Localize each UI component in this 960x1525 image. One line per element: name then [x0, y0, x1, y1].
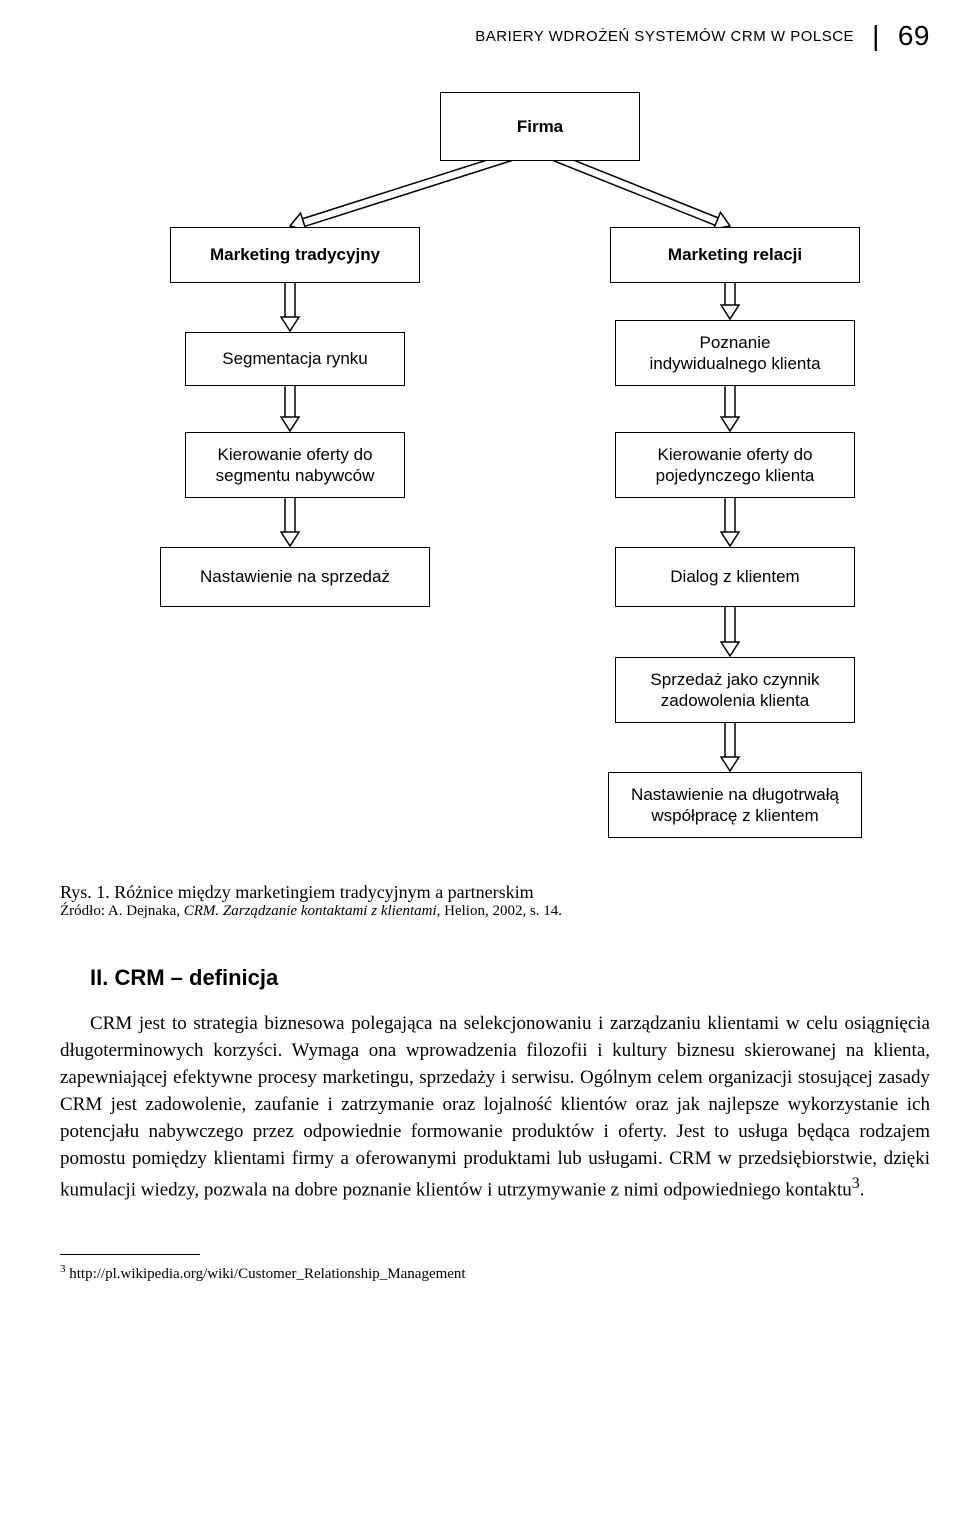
- header-divider: |: [872, 20, 880, 52]
- page-number: 69: [898, 20, 930, 52]
- flow-node-n11: Nastawienie na długotrwałąwspółpracę z k…: [608, 772, 862, 838]
- body-text-main: CRM jest to strategia biznesowa polegają…: [60, 1013, 930, 1200]
- running-header: BARIERY WDROŻEŃ SYSTEMÓW CRM W POLSCE | …: [60, 20, 930, 52]
- figure-caption: Rys. 1. Różnice między marketingiem trad…: [60, 882, 930, 920]
- caption-source-prefix: Źródło: A. Dejnaka,: [60, 903, 184, 919]
- body-text-end: .: [860, 1179, 865, 1200]
- flow-node-n5: Poznanieindywidualnego klienta: [615, 320, 855, 386]
- flow-node-n6: Kierowanie oferty dosegmentu nabywców: [185, 432, 405, 498]
- flow-node-n8: Nastawienie na sprzedaż: [160, 547, 430, 607]
- footnote-text: http://pl.wikipedia.org/wiki/Customer_Re…: [66, 1266, 466, 1282]
- body-paragraph: CRM jest to strategia biznesowa polegają…: [60, 1011, 930, 1204]
- footnote: 3 http://pl.wikipedia.org/wiki/Customer_…: [60, 1263, 930, 1283]
- footnote-rule: [60, 1254, 200, 1255]
- flow-node-n2: Marketing tradycyjny: [170, 227, 420, 283]
- footnote-ref: 3: [852, 1175, 860, 1192]
- caption-title: Rys. 1. Różnice między marketingiem trad…: [60, 882, 930, 903]
- flow-node-n7: Kierowanie oferty dopojedynczego klienta: [615, 432, 855, 498]
- section-heading: II. CRM – definicja: [90, 965, 930, 991]
- flow-node-n9: Dialog z klientem: [615, 547, 855, 607]
- flow-node-n3: Marketing relacji: [610, 227, 860, 283]
- running-title: BARIERY WDROŻEŃ SYSTEMÓW CRM W POLSCE: [475, 28, 854, 45]
- caption-source-italic: CRM. Zarządzanie kontaktami z klientami: [184, 903, 437, 919]
- caption-source-suffix: , Helion, 2002, s. 14.: [437, 903, 562, 919]
- flow-node-n4: Segmentacja rynku: [185, 332, 405, 386]
- caption-source: Źródło: A. Dejnaka, CRM. Zarządzanie kon…: [60, 903, 930, 920]
- flow-node-n1: Firma: [440, 92, 640, 161]
- flowchart-diagram: Firma Marketing tradycyjny Marketing relac…: [60, 92, 930, 872]
- flow-node-n10: Sprzedaż jako czynnikzadowolenia klienta: [615, 657, 855, 723]
